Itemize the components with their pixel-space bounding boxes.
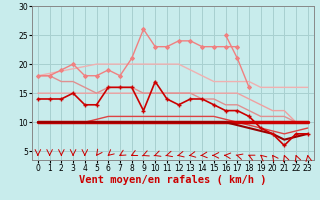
- X-axis label: Vent moyen/en rafales ( km/h ): Vent moyen/en rafales ( km/h ): [79, 175, 267, 185]
